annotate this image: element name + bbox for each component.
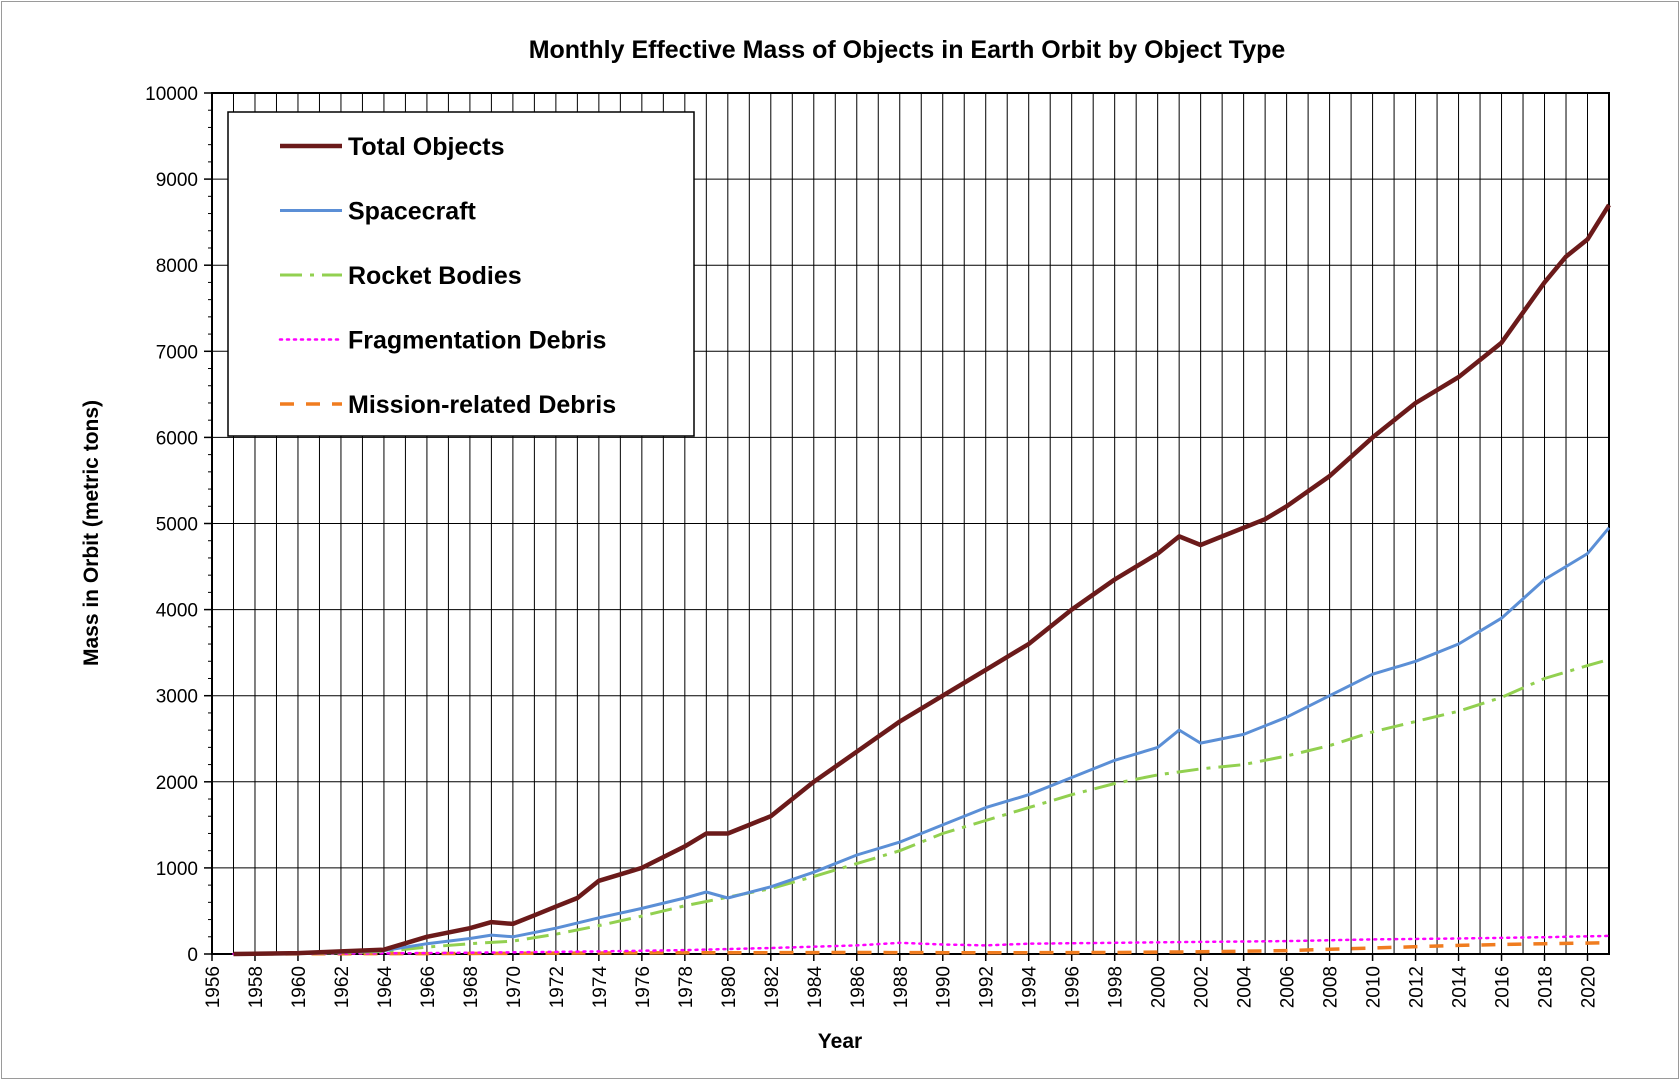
y-tick-label: 2000 (156, 773, 198, 794)
x-tick-label: 2010 (1364, 966, 1385, 1008)
axis-ticks: 1956 1958 1960 1962 1964 1966 1968 1970 1972 1974… (145, 84, 1599, 1008)
legend-label-mission-related-debris: Mission-related Debris (348, 391, 616, 419)
legend-label-total-objects: Total Objects (348, 133, 505, 161)
series-line-mission-related-debris (233, 941, 1610, 956)
x-axis-label: Year (818, 1030, 862, 1053)
y-axis-label: Mass in Orbit (metric tons) (80, 400, 103, 666)
x-tick-label: 1980 (719, 966, 740, 1008)
x-tick-label: 1996 (1063, 966, 1084, 1008)
x-tick-label: 2008 (1321, 966, 1342, 1008)
series-line-rocket-bodies (233, 658, 1610, 956)
x-tick-label: 1972 (547, 966, 568, 1008)
x-tick-label: 1974 (590, 966, 611, 1009)
y-tick-label: 6000 (156, 428, 198, 449)
y-tick-label: 4000 (156, 601, 198, 622)
x-tick-label: 1992 (977, 966, 998, 1008)
y-tick-label: 7000 (156, 342, 198, 363)
x-tick-label: 2004 (1235, 966, 1256, 1009)
legend: Total Objects Spacecraft Rocket Bodies Frag… (227, 111, 695, 437)
x-tick-label: 2014 (1450, 966, 1471, 1009)
x-tick-label: 1968 (461, 966, 482, 1008)
x-tick-label: 2018 (1536, 966, 1557, 1008)
y-tick-label: 3000 (156, 687, 198, 708)
x-tick-label: 1994 (1020, 966, 1041, 1009)
x-tick-label: 1978 (676, 966, 697, 1008)
x-tick-label: 1990 (934, 966, 955, 1008)
x-tick-label: 1960 (289, 966, 310, 1008)
x-tick-label: 2006 (1278, 966, 1299, 1008)
x-tick-label: 1964 (375, 966, 396, 1009)
y-tick-label: 9000 (156, 170, 198, 191)
y-tick-label: 5000 (156, 515, 198, 536)
x-tick-label: 2016 (1493, 966, 1514, 1008)
legend-box (227, 111, 695, 437)
y-tick-label: 10000 (145, 84, 198, 105)
chart-title: Monthly Effective Mass of Objects in Ear… (529, 36, 1286, 64)
x-tick-label: 1984 (805, 966, 826, 1009)
x-tick-label: 2012 (1407, 966, 1428, 1008)
x-tick-label: 2020 (1579, 966, 1600, 1008)
legend-label-spacecraft: Spacecraft (348, 198, 477, 226)
x-tick-label: 1962 (332, 966, 353, 1008)
y-tick-label: 1000 (156, 859, 198, 880)
legend-label-rocket-bodies: Rocket Bodies (348, 262, 522, 290)
x-tick-label: 2002 (1192, 966, 1213, 1008)
x-tick-label: 1986 (848, 966, 869, 1008)
x-tick-label: 1982 (762, 966, 783, 1008)
x-tick-label: 1998 (1106, 966, 1127, 1008)
y-tick-label: 8000 (156, 256, 198, 277)
series-layer (232, 203, 1611, 957)
series-line-spacecraft (233, 526, 1611, 956)
x-tick-label: 1966 (418, 966, 439, 1008)
x-tick-label: 1976 (633, 966, 654, 1008)
x-tick-label: 1988 (891, 966, 912, 1008)
y-tick-label: 0 (187, 945, 198, 966)
x-tick-label: 1970 (504, 966, 525, 1008)
x-tick-label: 2000 (1149, 966, 1170, 1008)
series-line-fragmentation-debris (232, 934, 1611, 956)
x-tick-label: 1958 (246, 966, 267, 1008)
x-tick-label: 1956 (203, 966, 224, 1008)
series-line-total-objects (233, 203, 1611, 957)
legend-label-fragmentation-debris: Fragmentation Debris (348, 327, 606, 355)
